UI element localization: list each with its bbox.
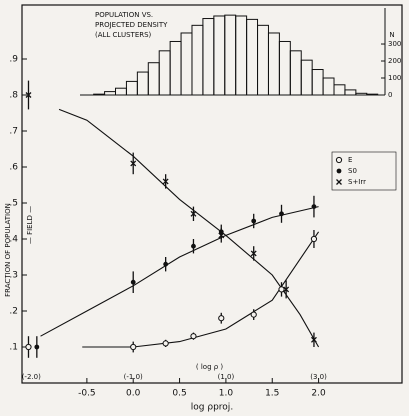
point — [25, 92, 32, 98]
y-tick-label: .3 — [9, 271, 18, 281]
point — [251, 218, 257, 224]
histogram-bar — [344, 89, 357, 96]
x2-label: ( log ρ ) — [196, 363, 224, 371]
y-label: FRACTION OF POPULATION — [4, 203, 12, 297]
inset-title: PROJECTED DENSITY — [95, 21, 168, 29]
point — [34, 344, 40, 350]
legend-label: S0 — [348, 167, 357, 175]
histogram-bar — [213, 15, 226, 96]
legend-frame — [331, 151, 397, 191]
y-tick-label: .6 — [9, 163, 18, 173]
plot-frame — [21, 4, 403, 384]
y-tick-label: .4 — [9, 235, 18, 245]
fit-curve — [58, 108, 320, 348]
x-tick-label: 1.0 — [219, 389, 234, 399]
point — [190, 333, 197, 340]
legend-label: E — [348, 156, 352, 164]
point — [250, 250, 257, 257]
inset-title: POPULATION VS. — [95, 11, 153, 19]
point — [278, 286, 285, 293]
x2-tick-label: (-1.0) — [124, 373, 143, 381]
point — [279, 211, 284, 217]
inset-y-tick-label: 0 — [388, 91, 392, 99]
point — [162, 178, 169, 185]
histogram-bar — [289, 50, 302, 96]
point — [191, 243, 196, 249]
histogram-bar — [235, 15, 248, 96]
y-tick-label: .2 — [9, 307, 18, 317]
x-label: log ρproj. — [191, 403, 233, 413]
histogram-bar — [180, 32, 193, 96]
histogram-bar — [169, 40, 182, 96]
point — [25, 343, 32, 351]
histogram-bar — [257, 24, 269, 96]
y-tick-label: .7 — [9, 127, 18, 137]
y-tick-label: .8 — [9, 91, 18, 101]
x-tick-label: 0.5 — [172, 389, 186, 399]
histogram-bar — [322, 77, 335, 96]
x2-tick-label: (-2.0) — [22, 373, 41, 381]
x2-tick-label: (3.0) — [310, 373, 327, 381]
point — [283, 286, 290, 293]
y-tick-label: .1 — [9, 343, 18, 353]
point — [130, 279, 136, 285]
histogram-bar — [267, 32, 280, 96]
legend-marker — [336, 168, 342, 174]
histogram-bar — [93, 93, 106, 96]
fit-curve — [40, 206, 319, 337]
inset-y-tick-label: 100 — [388, 74, 401, 82]
histogram-bar — [202, 18, 215, 96]
histogram-bar — [136, 71, 149, 96]
histogram-bar — [224, 14, 237, 96]
point — [218, 315, 225, 322]
y-tick-label: .5 — [9, 199, 18, 209]
point — [250, 311, 257, 318]
legend-marker — [336, 179, 342, 185]
x-tick-label: 1.5 — [265, 389, 279, 399]
histogram-bar — [355, 92, 368, 96]
point — [130, 343, 137, 351]
legend-marker — [335, 156, 343, 164]
histogram-bar — [300, 59, 313, 96]
field-label: — FIELD — — [26, 206, 34, 244]
histogram-bar — [191, 24, 204, 96]
x-tick-label: 2.0 — [311, 389, 326, 399]
point — [190, 210, 197, 217]
point — [311, 204, 317, 210]
histogram-bar — [158, 50, 171, 96]
point — [218, 232, 225, 239]
histogram-bar — [278, 40, 291, 96]
y-tick-label: .9 — [9, 55, 18, 65]
histogram-bar — [147, 62, 160, 96]
point — [310, 336, 317, 343]
legend-label: S+Irr — [348, 178, 366, 186]
x-tick-label: -0.5 — [78, 389, 96, 399]
histogram-bar — [333, 84, 346, 96]
inset-y-tick-label: 200 — [388, 57, 401, 65]
inset-title: (ALL CLUSTERS) — [95, 31, 152, 39]
histogram-bar — [125, 80, 138, 96]
x2-tick-label: (1.0) — [218, 373, 235, 381]
histogram-bar — [104, 91, 117, 96]
point — [162, 340, 169, 347]
histogram-bar — [246, 18, 259, 96]
histogram-bar — [115, 87, 127, 96]
x-tick-label: 0.0 — [126, 389, 141, 399]
point — [310, 235, 318, 243]
inset-y-label: N — [389, 31, 394, 39]
point — [163, 261, 169, 267]
histogram-bar — [366, 93, 379, 96]
inset-y-tick-label: 300 — [388, 40, 401, 48]
histogram-bar — [311, 69, 324, 96]
point — [130, 160, 137, 167]
